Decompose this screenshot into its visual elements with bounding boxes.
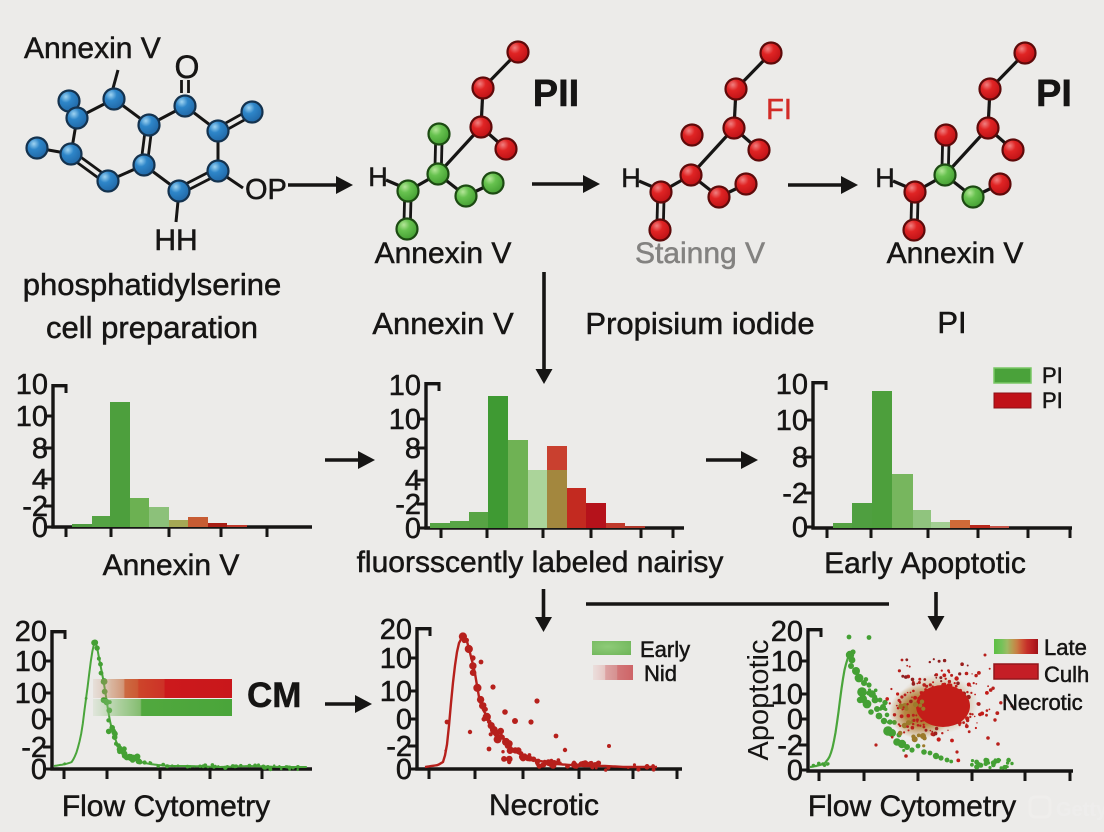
svg-text:Culh: Culh: [1044, 662, 1089, 687]
svg-text:10: 10: [771, 646, 803, 678]
svg-text:Propisium iodide: Propisium iodide: [585, 306, 814, 341]
svg-text:10: 10: [389, 404, 421, 436]
svg-text:Nid: Nid: [644, 661, 677, 686]
svg-text:PI: PI: [1036, 73, 1072, 115]
svg-text:Getty: Getty: [1056, 799, 1104, 821]
svg-text:20: 20: [771, 616, 803, 648]
svg-text:-2: -2: [777, 730, 803, 762]
svg-text:Early Apoptotic: Early Apoptotic: [824, 547, 1026, 580]
svg-text:H: H: [621, 163, 641, 193]
svg-text:OP: OP: [245, 174, 287, 206]
svg-text:fluorsscently labeled nairisy: fluorsscently labeled nairisy: [357, 546, 724, 579]
svg-text:0: 0: [792, 512, 808, 544]
svg-text:10: 10: [15, 646, 47, 678]
svg-text:0: 0: [32, 512, 48, 544]
svg-text:Early: Early: [640, 637, 690, 662]
svg-text:-2: -2: [22, 491, 48, 523]
svg-text:Flow Cytometry: Flow Cytometry: [62, 790, 270, 823]
svg-text:0: 0: [396, 704, 412, 736]
svg-text:FI: FI: [766, 94, 792, 126]
svg-text:-2: -2: [21, 732, 47, 764]
svg-text:10: 10: [16, 369, 48, 401]
svg-text:8: 8: [792, 442, 808, 474]
svg-text:Late: Late: [1044, 635, 1087, 660]
svg-text:H: H: [368, 162, 388, 192]
svg-text:cell preparation: cell preparation: [46, 310, 258, 345]
svg-text:Apoptotic: Apoptotic: [743, 640, 775, 761]
svg-text:PI: PI: [1042, 388, 1063, 413]
svg-text:10: 10: [776, 405, 808, 437]
svg-text:phosphatidylserine: phosphatidylserine: [23, 267, 282, 302]
svg-text:8: 8: [405, 433, 421, 465]
svg-text:10: 10: [771, 679, 803, 711]
svg-text:20: 20: [380, 614, 412, 646]
svg-text:PII: PII: [533, 73, 579, 115]
svg-text:Annexin V: Annexin V: [24, 32, 161, 65]
svg-text:4: 4: [32, 464, 48, 496]
svg-text:Annexin V: Annexin V: [103, 549, 240, 582]
svg-text:0: 0: [787, 755, 803, 787]
svg-text:10: 10: [380, 676, 412, 708]
svg-text:20: 20: [15, 616, 47, 648]
svg-text:-2: -2: [395, 489, 421, 521]
svg-text:10: 10: [389, 370, 421, 402]
svg-text:PI: PI: [937, 305, 966, 340]
svg-text:10: 10: [776, 369, 808, 401]
svg-text:10: 10: [16, 401, 48, 433]
svg-text:H: H: [875, 163, 895, 193]
svg-text:10: 10: [15, 678, 47, 710]
svg-text:0: 0: [31, 704, 47, 736]
svg-text:Stainng V: Stainng V: [635, 237, 765, 270]
svg-text:Flow Cytometry: Flow Cytometry: [808, 790, 1016, 823]
svg-text:PI: PI: [1042, 363, 1063, 388]
svg-text:Necrotic: Necrotic: [489, 789, 599, 822]
svg-text:10: 10: [380, 643, 412, 675]
svg-text:O: O: [175, 49, 200, 85]
svg-text:0: 0: [405, 513, 421, 545]
svg-text:0: 0: [396, 754, 412, 786]
svg-text:0: 0: [31, 754, 47, 786]
svg-text:Annexin V: Annexin V: [375, 237, 512, 270]
svg-text:Annexin V: Annexin V: [372, 306, 514, 341]
svg-text:Necrotic: Necrotic: [1002, 690, 1083, 715]
svg-text:0: 0: [787, 704, 803, 736]
svg-text:CM: CM: [247, 676, 301, 715]
svg-text:8: 8: [32, 433, 48, 465]
svg-text:-2: -2: [386, 731, 412, 763]
svg-text:Annexin V: Annexin V: [887, 237, 1024, 270]
svg-text:-2: -2: [782, 478, 808, 510]
svg-text:4: 4: [405, 465, 421, 497]
svg-text:HH: HH: [154, 224, 197, 257]
